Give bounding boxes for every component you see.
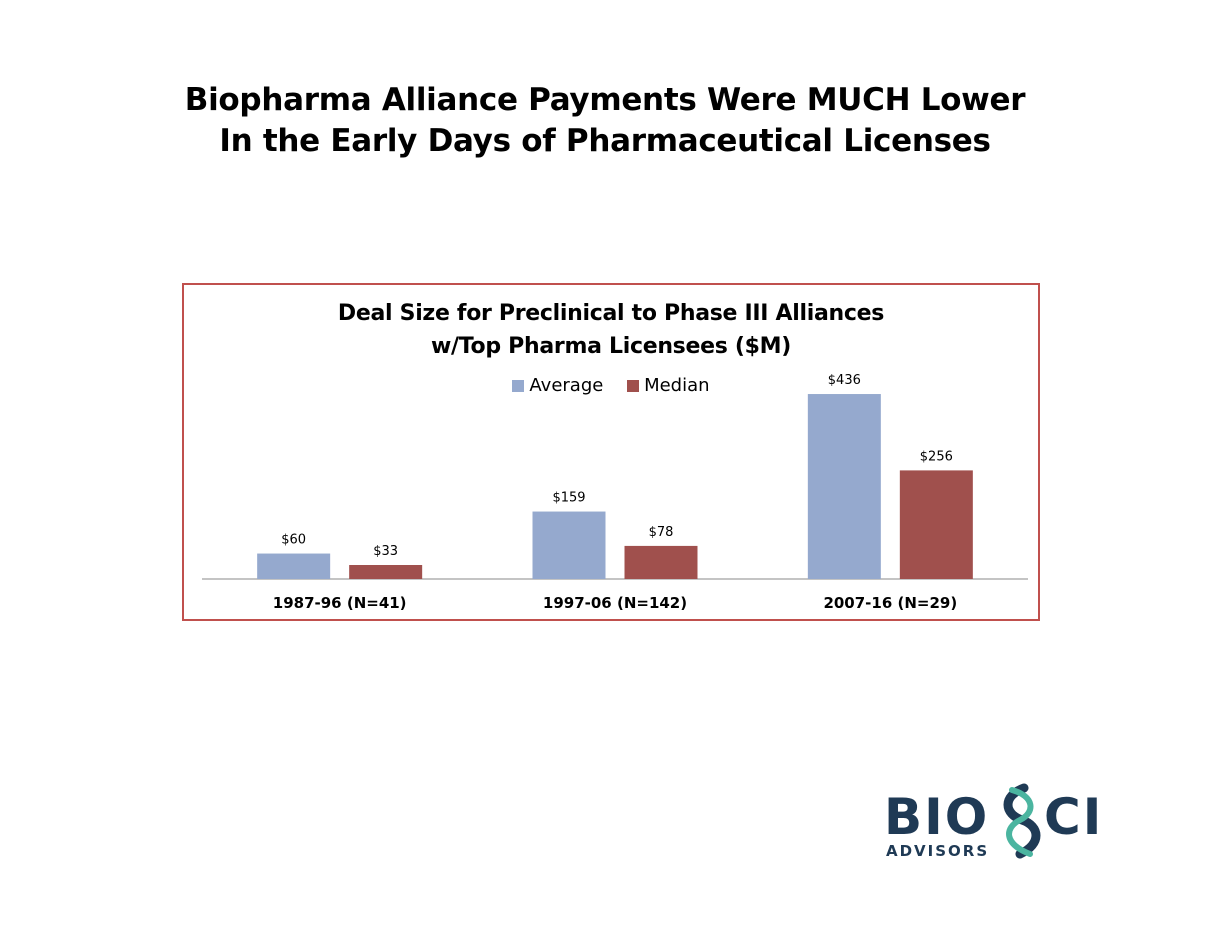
legend-label-average: Average xyxy=(529,375,604,396)
svg-text:BIO: BIO xyxy=(884,788,989,846)
data-label-average-2: $159 xyxy=(552,491,585,506)
slide-title-line-2: In the Early Days of Pharmaceutical Lice… xyxy=(219,123,991,159)
chart-title: Deal Size for Preclinical to Phase III A… xyxy=(184,297,1038,363)
data-label-average-1: $60 xyxy=(281,533,306,548)
chart-title-line-2: w/Top Pharma Licensees ($M) xyxy=(431,334,791,359)
data-label-median-2: $78 xyxy=(649,525,674,540)
legend-item-median: Median xyxy=(627,375,710,396)
bar-median-1 xyxy=(349,565,423,579)
legend-item-average: Average xyxy=(512,375,603,396)
data-label-median-3: $256 xyxy=(920,449,953,464)
bar-median-3 xyxy=(899,470,973,579)
legend-swatch-median xyxy=(627,379,640,392)
slide-title-line-1: Biopharma Alliance Payments Were MUCH Lo… xyxy=(184,82,1026,118)
chart-frame: Deal Size for Preclinical to Phase III A… xyxy=(182,283,1040,621)
legend-swatch-average xyxy=(512,379,525,392)
legend-label-median: Median xyxy=(644,375,710,396)
category-label-3: 2007-16 (N=29) xyxy=(823,594,957,612)
chart-legend: Average Median xyxy=(184,375,1038,397)
bar-chart: $60 $33 1987-96 (N=41) $159 $78 1997-06 (N=14… xyxy=(202,373,1028,612)
category-label-1: 1987-96 (N=41) xyxy=(273,594,407,612)
data-label-average-3: $436 xyxy=(828,373,861,388)
biosci-advisors-logo: BIO CI ADVISORS xyxy=(884,783,1103,860)
bar-average-3 xyxy=(807,394,881,579)
category-label-2: 1997-06 (N=142) xyxy=(543,594,687,612)
bar-median-2 xyxy=(624,545,698,579)
chart-title-line-1: Deal Size for Preclinical to Phase III A… xyxy=(337,301,885,326)
svg-text:ADVISORS: ADVISORS xyxy=(886,842,989,860)
data-label-median-1: $33 xyxy=(373,544,398,559)
svg-text:CI: CI xyxy=(1044,788,1103,846)
slide-title: Biopharma Alliance Payments Were MUCH Lo… xyxy=(0,80,1210,162)
bar-average-1 xyxy=(257,553,331,579)
bar-average-2 xyxy=(532,511,606,579)
